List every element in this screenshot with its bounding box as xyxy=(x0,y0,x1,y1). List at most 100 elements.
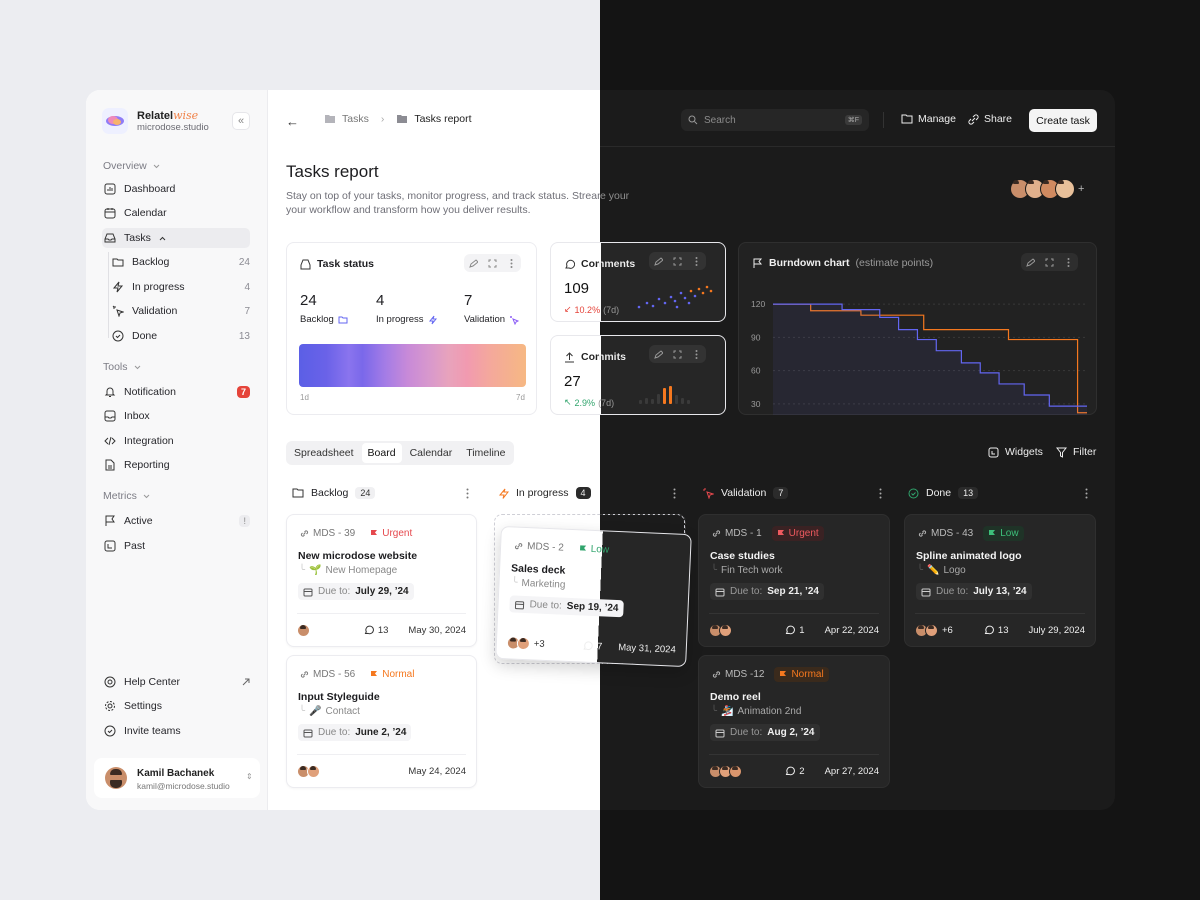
task-card-dragging[interactable]: MDS - 2 Low Sales deck ╰ Marketing Due to… xyxy=(495,525,692,668)
search-input[interactable]: Search ⌘F xyxy=(681,109,869,131)
workspace-name-main: Relatel xyxy=(137,110,174,122)
share-button[interactable]: Share xyxy=(968,113,1012,125)
expand-icon[interactable] xyxy=(483,254,502,272)
widgets-button[interactable]: Widgets xyxy=(988,446,1043,458)
task-card[interactable]: MDS - 43 Low Spline animated logo ╰ ✏️ Log… xyxy=(904,514,1096,647)
due-date-value: Sep 19, ’24 xyxy=(566,600,619,615)
task-card[interactable]: MDS - 39 Urgent New microdose website ╰ 🌱… xyxy=(286,514,477,647)
view-tabs: Spreadsheet Board Calendar Timeline xyxy=(286,441,514,465)
range-start: 1d xyxy=(300,393,309,402)
more-vertical-icon[interactable] xyxy=(1085,488,1088,499)
inbox-icon xyxy=(104,410,116,422)
more-vertical-icon[interactable] xyxy=(673,488,676,499)
sidebar-item-done[interactable]: Done 13 xyxy=(110,326,250,346)
backlog-stat-label: Backlog xyxy=(300,314,334,325)
calendar-icon xyxy=(514,600,525,609)
due-date-value: June 2, ’24 xyxy=(355,727,407,738)
sidebar-item-notification[interactable]: Notification 7 xyxy=(102,382,250,402)
sidebar-item-integration[interactable]: Integration xyxy=(102,431,250,451)
workspace-domain: microdose.studio xyxy=(137,122,209,133)
tools-section-header[interactable]: Tools xyxy=(103,361,141,373)
expand-icon[interactable] xyxy=(668,252,687,270)
expand-icon[interactable] xyxy=(668,345,687,363)
task-id-text: MDS - 56 xyxy=(313,669,356,680)
tab-board[interactable]: Board xyxy=(361,443,402,463)
burndown-card: Burndown chart (estimate points) 120 90 60… xyxy=(738,242,1097,415)
check-circle-icon xyxy=(104,725,116,737)
comment-count-value: 1 xyxy=(799,624,805,636)
more-vertical-icon[interactable] xyxy=(687,345,706,363)
calendar-icon xyxy=(303,729,313,737)
sidebar-item-inbox[interactable]: Inbox xyxy=(102,406,250,426)
due-prefix: Due to: xyxy=(730,727,763,738)
burndown-subtitle: (estimate points) xyxy=(855,257,934,269)
more-vertical-icon[interactable] xyxy=(687,252,706,270)
folder-icon xyxy=(325,115,335,123)
column-count: 13 xyxy=(958,487,979,499)
tab-timeline[interactable]: Timeline xyxy=(466,447,506,459)
folder-icon xyxy=(292,488,304,498)
create-task-button[interactable]: Create task xyxy=(1029,109,1097,132)
sidebar-item-invite-teams[interactable]: Invite teams xyxy=(102,721,250,741)
created-date: Apr 27, 2024 xyxy=(824,765,879,777)
task-card[interactable]: MDS -12 Normal Demo reel ╰ 🏂 Animation 2nd… xyxy=(698,655,890,788)
back-arrow-icon[interactable]: ← xyxy=(286,114,299,129)
divider xyxy=(297,613,466,614)
code-icon xyxy=(104,436,116,446)
metrics-section-header[interactable]: Metrics xyxy=(103,490,150,502)
team-avatars[interactable]: + xyxy=(1010,179,1084,199)
sidebar-item-tasks[interactable]: Tasks xyxy=(102,228,250,248)
user-profile[interactable]: Kamil Bachanek kamil@microdose.studio ⇕ xyxy=(94,758,260,798)
priority-text: Urgent xyxy=(788,528,819,539)
add-member-icon[interactable]: + xyxy=(1078,183,1085,195)
sidebar-item-active[interactable]: Active ! xyxy=(102,511,250,531)
task-card[interactable]: MDS - 56 Normal Input Styleguide ╰ 🎤 Conta… xyxy=(286,655,477,788)
manage-button[interactable]: Manage xyxy=(901,113,956,125)
sidebar-item-settings[interactable]: Settings xyxy=(102,696,250,716)
tab-spreadsheet[interactable]: Spreadsheet xyxy=(294,447,354,459)
priority-low: Low xyxy=(983,526,1024,541)
workspace-logo[interactable] xyxy=(102,108,128,134)
search-icon xyxy=(688,115,698,125)
more-vertical-icon[interactable] xyxy=(1059,253,1078,271)
edit-icon[interactable] xyxy=(649,252,668,270)
overview-section-header[interactable]: Overview xyxy=(103,160,160,172)
expand-icon[interactable] xyxy=(1040,253,1059,271)
sidebar-item-past[interactable]: Past xyxy=(102,536,250,556)
task-id: MDS - 2 xyxy=(514,540,564,554)
check-circle-icon xyxy=(908,488,919,498)
sidebar-item-calendar[interactable]: Calendar xyxy=(102,203,250,223)
sidebar-item-label: Inbox xyxy=(124,410,150,422)
sidebar-item-validation[interactable]: Validation 7 xyxy=(110,301,250,321)
edit-icon[interactable] xyxy=(464,254,483,272)
sidebar-item-dashboard[interactable]: Dashboard xyxy=(102,179,250,199)
more-vertical-icon[interactable] xyxy=(466,488,469,499)
sidebar-item-reporting[interactable]: Reporting xyxy=(102,455,250,475)
calendar-icon xyxy=(921,588,931,596)
sidebar-item-in-progress[interactable]: In progress 4 xyxy=(110,277,250,297)
more-vertical-icon[interactable] xyxy=(879,488,882,499)
link-icon xyxy=(712,671,721,678)
comment-count-value: 2 xyxy=(799,765,805,777)
task-subtask-text: Logo xyxy=(943,565,966,576)
task-card-tags: MDS - 2 Low xyxy=(514,538,615,557)
breadcrumb-tasks[interactable]: Tasks xyxy=(342,113,369,125)
more-vertical-icon[interactable] xyxy=(502,254,521,272)
filter-button[interactable]: Filter xyxy=(1056,446,1096,458)
arrow-up-left-icon: ↖ xyxy=(564,397,572,407)
task-status-card: Task status 24 Backlog 4 In progress 7 V… xyxy=(286,242,537,415)
validation-stat-label: Validation xyxy=(464,314,506,325)
scatter-point xyxy=(697,287,701,291)
edit-icon[interactable] xyxy=(1021,253,1040,271)
chat-bubble-icon xyxy=(583,641,593,651)
collapse-sidebar-button[interactable]: « xyxy=(232,112,250,130)
edit-icon[interactable] xyxy=(649,345,668,363)
tab-calendar[interactable]: Calendar xyxy=(409,447,453,459)
sidebar-item-backlog[interactable]: Backlog 24 xyxy=(110,252,250,272)
divider xyxy=(709,613,879,614)
task-card[interactable]: MDS - 1 Urgent Case studies ╰ Fin Tech wo… xyxy=(698,514,890,647)
search-placeholder: Search xyxy=(704,114,736,126)
page-description-text: Stay on top of your tasks, monitor progr… xyxy=(286,190,623,216)
sidebar-item-help-center[interactable]: Help Center xyxy=(102,672,250,692)
due-prefix: Due to: xyxy=(318,586,351,597)
